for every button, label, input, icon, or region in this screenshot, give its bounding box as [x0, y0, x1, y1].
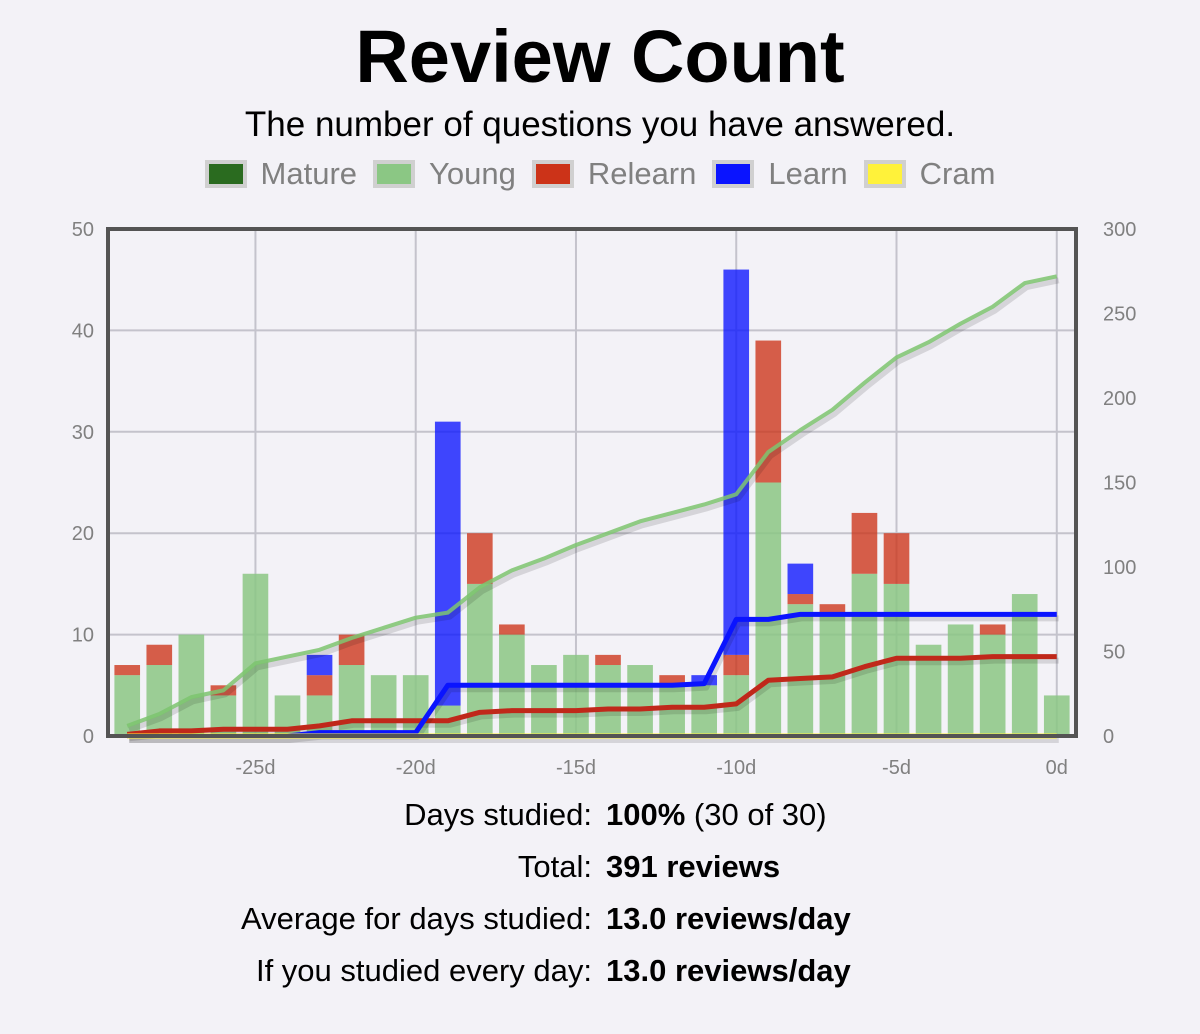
bar-young	[178, 634, 205, 736]
bar-young	[787, 604, 814, 736]
legend-item-learn[interactable]: Learn	[712, 156, 848, 192]
bar-young	[402, 675, 429, 736]
stat-every-day-value: 13.0 reviews/day	[606, 951, 851, 991]
legend-label-cram: Cram	[919, 156, 996, 191]
y-tick-label: 10	[72, 625, 94, 647]
bar-young	[531, 665, 557, 736]
legend-item-relearn[interactable]: Relearn	[531, 156, 697, 192]
legend-item-young[interactable]: Young	[373, 156, 516, 192]
stat-days-studied-label: Days studied:	[404, 797, 592, 832]
plot-frame	[106, 227, 1078, 738]
legend-swatch-young	[373, 160, 416, 188]
bar-relearn	[659, 675, 685, 686]
bar-learn	[787, 563, 814, 595]
bar-relearn	[306, 675, 333, 696]
y-tick-label: 50	[72, 219, 94, 241]
bar-young	[947, 624, 974, 736]
y2-tick-label: 100	[1103, 557, 1136, 579]
bar-young	[370, 675, 397, 736]
stat-total: Total: 391 reviews	[0, 847, 1200, 899]
x-tick-label: -20d	[396, 757, 436, 779]
stats-panel: Days studied: 100% (30 of 30) Total: 391…	[0, 795, 1200, 1003]
stat-total-number: 391 reviews	[606, 849, 781, 884]
bar-young	[595, 665, 621, 736]
bar-relearn	[851, 512, 878, 574]
bar-learn	[434, 421, 461, 706]
x-tick-label: -15d	[556, 757, 596, 779]
bar-learn	[723, 269, 750, 655]
bar-young	[1043, 695, 1070, 736]
bar-relearn	[883, 533, 910, 584]
legend-swatch-cram	[863, 160, 906, 188]
stat-days-studied: Days studied: 100% (30 of 30)	[0, 795, 1200, 847]
bar-relearn	[979, 624, 1006, 635]
y2-tick-label: 50	[1103, 642, 1125, 664]
bar-young	[659, 685, 685, 736]
legend-label-relearn: Relearn	[587, 156, 697, 191]
bar-relearn	[114, 665, 141, 676]
x-tick-label: -5d	[882, 757, 911, 779]
y-tick-label: 30	[72, 422, 94, 444]
stat-average-number: 13.0 reviews/day	[606, 901, 851, 936]
bar-relearn	[755, 340, 782, 483]
x-tick-label: -10d	[716, 757, 756, 779]
legend-swatch-learn	[712, 160, 755, 188]
legend-label-mature: Mature	[260, 156, 358, 191]
bar-relearn	[595, 654, 621, 666]
bar-relearn	[466, 533, 493, 584]
line-shadow-young	[128, 277, 1060, 733]
stat-days-studied-percent: 100%	[606, 797, 686, 832]
stat-total-label: Total:	[517, 849, 592, 884]
bar-young	[755, 482, 782, 736]
stat-average: Average for days studied: 13.0 reviews/d…	[0, 899, 1200, 951]
line-young	[126, 274, 1058, 728]
stat-every-day: If you studied every day: 13.0 reviews/d…	[0, 951, 1200, 1003]
plot-background	[108, 229, 1076, 736]
legend-swatch-relearn	[531, 160, 574, 188]
x-tick-label: 0d	[1046, 757, 1068, 779]
bar-young	[242, 573, 269, 736]
stat-every-day-label: If you studied every day:	[255, 953, 592, 988]
legend-item-cram[interactable]: Cram	[863, 156, 996, 192]
bar-young	[563, 654, 589, 736]
chart-title: Review Count	[355, 15, 845, 98]
bar-relearn	[819, 604, 846, 615]
chart-subtitle: The number of questions you have answere…	[244, 105, 956, 144]
bar-learn	[306, 654, 333, 676]
bar-young	[851, 573, 878, 736]
stat-average-label: Average for days studied:	[241, 901, 592, 936]
legend-label-learn: Learn	[768, 156, 848, 191]
bar-young	[979, 634, 1006, 736]
legend: Mature Young Relearn Learn Cram	[0, 156, 1200, 192]
y2-tick-label: 250	[1103, 304, 1136, 326]
y2-tick-label: 300	[1103, 219, 1136, 241]
y-tick-label: 20	[72, 523, 94, 545]
line-shadow-relearn	[128, 657, 1059, 742]
stat-every-day-number: 13.0 reviews/day	[606, 953, 851, 988]
y-tick-label: 40	[72, 320, 94, 342]
stat-days-studied-value: 100% (30 of 30)	[606, 795, 827, 835]
bar-young	[146, 665, 173, 736]
y2-tick-label: 200	[1103, 388, 1136, 410]
bar-relearn	[723, 654, 750, 676]
line-relearn	[126, 654, 1057, 737]
bar-relearn	[499, 624, 525, 635]
bar-young	[691, 685, 718, 736]
legend-swatch-mature	[204, 160, 247, 188]
x-tick-label: -25d	[235, 757, 275, 779]
bar-relearn	[146, 644, 173, 666]
bar-young	[627, 665, 653, 736]
y2-tick-label: 0	[1103, 726, 1114, 748]
stat-days-studied-detail: (30 of 30)	[693, 797, 827, 832]
stat-total-value: 391 reviews	[606, 847, 780, 887]
bar-relearn	[787, 594, 814, 605]
review-count-chart: 0 10 20 30 40 50 0 50 100 150 200 250 300 -25d -20d -15…	[72, 219, 1137, 779]
y2-tick-label: 150	[1103, 473, 1136, 495]
line-shadow-learn	[129, 615, 1059, 743]
stat-average-value: 13.0 reviews/day	[606, 899, 851, 939]
legend-item-mature[interactable]: Mature	[204, 156, 358, 192]
legend-label-young: Young	[429, 156, 516, 191]
bar-young	[1011, 594, 1038, 736]
y-tick-label: 0	[83, 726, 94, 748]
